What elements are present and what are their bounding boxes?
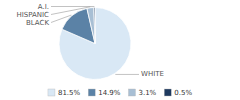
leader-line (51, 6, 94, 7)
legend-label: 81.5% (58, 89, 81, 97)
pie-slice (87, 8, 95, 44)
leader-line (51, 7, 90, 15)
chart: WHITE BLACKHISPANICA.I. 81.5% 14.9% 3.1% 0.5% (0, 0, 240, 100)
pie-slice (62, 8, 95, 43)
legend-label: 14.9% (98, 89, 121, 97)
leader-line (51, 15, 71, 22)
slice-label: HISPANIC (16, 11, 49, 19)
legend-swatch (88, 89, 95, 96)
leader-line (115, 74, 139, 75)
pie (59, 7, 131, 79)
pie-slice (59, 7, 131, 79)
legend-item: 14.9% (88, 89, 121, 97)
legend-item: 3.1% (128, 89, 156, 97)
legend-swatch (128, 89, 135, 96)
legend: 81.5% 14.9% 3.1% 0.5% (48, 89, 192, 97)
slice-label: WHITE (141, 70, 164, 78)
legend-item: 0.5% (164, 89, 192, 97)
legend-swatch (48, 89, 55, 96)
legend-swatch (164, 89, 171, 96)
annotations: WHITE BLACKHISPANICA.I. (16, 3, 163, 79)
pie-slice (94, 8, 95, 44)
legend-label: 3.1% (138, 89, 156, 97)
slice-label: BLACK (26, 19, 49, 27)
legend-item: 81.5% (48, 89, 81, 97)
slice-label: A.I. (38, 3, 49, 11)
legend-label: 0.5% (174, 89, 192, 97)
